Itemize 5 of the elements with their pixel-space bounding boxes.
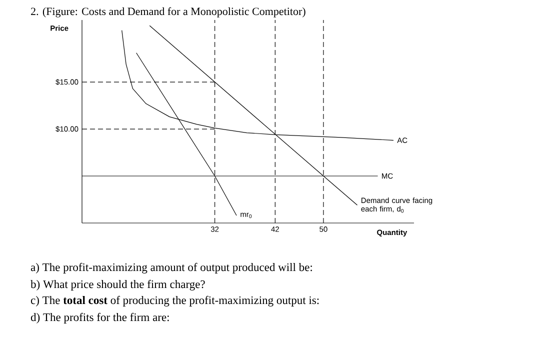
chart-title: 2. (Figure: Costs and Demand for a Monopolistic Competitor)	[31, 7, 306, 18]
text: c) The total cost of producing the profit-maximizing output is:	[30, 296, 319, 306]
text: a) The profit-maximizing amount of output produced will be:	[30, 262, 312, 274]
text: b) What price should the firm charge?	[30, 280, 205, 290]
text: d) The profits for the firm are:	[30, 312, 169, 324]
